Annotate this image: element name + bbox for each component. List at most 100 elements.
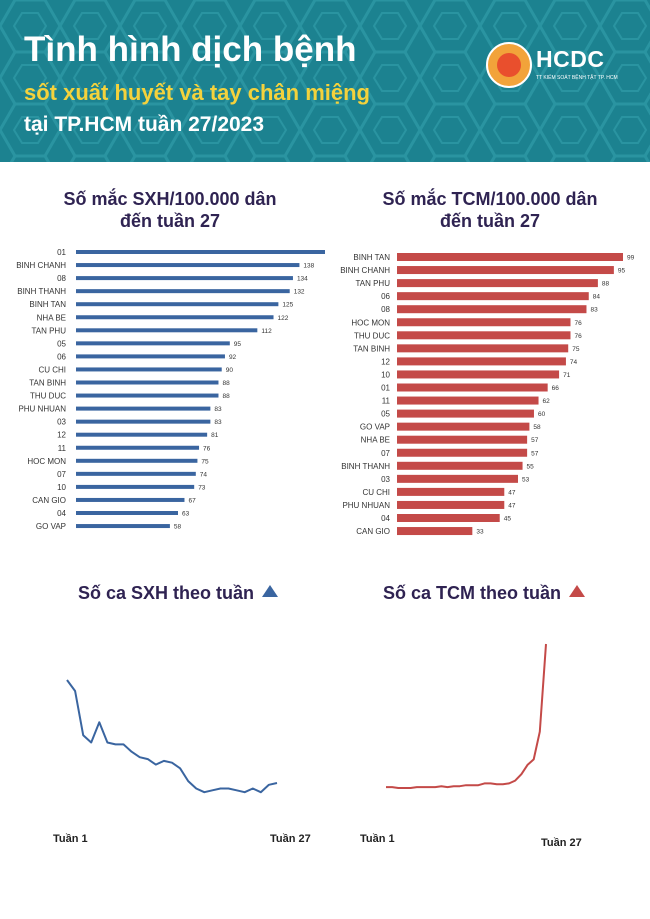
bar (76, 471, 196, 476)
bar-label: THU DUC (30, 392, 66, 401)
bar-value-label: 74 (200, 471, 208, 478)
sxh-x-start-label: Tuần 1 (53, 833, 88, 845)
bar-value-label: 47 (508, 489, 516, 496)
sxh-bar-title-line2: đến tuần 27 (119, 211, 221, 231)
bar (397, 487, 505, 496)
bar-label: 03 (57, 418, 66, 427)
bar-value-label: 122 (278, 315, 289, 322)
bar-value-label: 76 (203, 445, 211, 452)
bar-label: 05 (57, 339, 66, 348)
bar (397, 500, 505, 509)
tcm-bar-title-line2: đến tuần 27 (439, 211, 541, 231)
bar-value-label: 47 (508, 502, 516, 509)
bar (76, 393, 219, 398)
bar-label: BINH THANH (17, 287, 66, 296)
bar-value-label: 66 (552, 385, 560, 392)
bar (397, 396, 539, 405)
bar-label: BINH TAN (353, 253, 390, 262)
bar-value-label: 63 (182, 511, 190, 518)
bar-value-label: 83 (214, 419, 222, 426)
bar (397, 474, 518, 483)
bar (397, 318, 571, 327)
title-line-1: Tình hình dịch bệnh (24, 30, 357, 69)
bar-label: 01 (381, 384, 390, 393)
bar (76, 250, 325, 254)
hcdc-emblem-icon (486, 42, 532, 88)
logo-name: HCDC (536, 46, 605, 72)
series-line (66, 679, 278, 794)
tcm-x-start-label: Tuần 1 (360, 833, 395, 845)
bar-label: CU CHI (38, 365, 66, 374)
bar (397, 370, 560, 379)
bar-label: CAN GIO (356, 527, 390, 536)
bar (397, 357, 566, 366)
tcm-bar-title: Số mắc TCM/100.000 dân đến tuần 27 (360, 188, 620, 232)
bar-value-label: 58 (533, 424, 541, 431)
bar (76, 328, 258, 333)
bar-label: TAN PHU (31, 326, 66, 335)
bar-value-label: 88 (222, 393, 230, 400)
bar (76, 315, 274, 320)
bar-label: 03 (381, 475, 390, 484)
bar (76, 432, 208, 437)
bar-label: CU CHI (362, 488, 390, 497)
bar-value-label: 134 (297, 276, 308, 283)
sxh-triangle-icon (262, 585, 279, 597)
bar-label: BINH CHANH (340, 266, 390, 275)
bar-label: GO VAP (360, 423, 390, 432)
bar-label: TAN PHU (355, 279, 390, 288)
bar (76, 497, 185, 502)
bar (397, 292, 589, 301)
sxh-x-end-label: Tuần 27 (270, 833, 311, 845)
bar-label: 07 (381, 449, 390, 458)
bar (76, 380, 219, 385)
bar-label: 10 (381, 370, 390, 379)
bar-value-label: 132 (294, 289, 305, 296)
bar (397, 527, 473, 536)
bar-label: 04 (381, 514, 390, 523)
bar-value-label: 71 (563, 372, 571, 379)
logo-subtitle: TT KIỂM SOÁT BỆNH TẬT TP. HCM (536, 75, 618, 81)
bar (397, 331, 571, 340)
bar-label: PHU NHUAN (18, 405, 66, 414)
sxh-line-title-text: Số ca SXH theo tuần (78, 583, 255, 603)
bar-label: CAN GIO (32, 496, 66, 505)
bar-value-label: 92 (229, 354, 237, 361)
bar-label: 11 (58, 444, 67, 453)
bar-label: 07 (57, 470, 66, 479)
bar-label: GO VAP (36, 522, 66, 531)
bar (397, 514, 500, 522)
bar (76, 445, 200, 450)
bar-label: BINH THANH (341, 462, 390, 471)
bar (76, 354, 225, 359)
bar-value-label: 57 (531, 437, 539, 444)
bar (76, 302, 279, 307)
bar-value-label: 95 (234, 341, 242, 348)
bar (76, 484, 195, 489)
bar-label: TAN BINH (353, 344, 390, 353)
tcm-line-title: Số ca TCM theo tuần (383, 583, 586, 604)
bar (397, 279, 598, 288)
sxh-line-title: Số ca SXH theo tuần (78, 583, 279, 604)
bar-label: PHU NHUAN (342, 501, 390, 510)
tcm-triangle-icon (569, 585, 586, 597)
bar-value-label: 75 (572, 346, 580, 353)
bar-value-label: 90 (226, 367, 234, 374)
bar (397, 461, 523, 470)
bar-value-label: 57 (531, 450, 539, 457)
title-line-2: sốt xuất huyết và tay chân miệng (24, 80, 370, 105)
bar-label: HOC MON (351, 318, 390, 327)
bar (76, 406, 211, 411)
bar (397, 409, 534, 418)
bar (76, 289, 290, 294)
bar-label: 01 (57, 248, 66, 257)
bar (397, 435, 528, 444)
bar-value-label: 58 (174, 524, 182, 531)
header-pattern (0, 0, 650, 162)
bar-value-label: 81 (211, 432, 219, 439)
bar-label: 10 (57, 483, 66, 492)
bar-label: HOC MON (27, 457, 66, 466)
bar-label: THU DUC (354, 331, 390, 340)
bar-label: 12 (381, 357, 390, 366)
